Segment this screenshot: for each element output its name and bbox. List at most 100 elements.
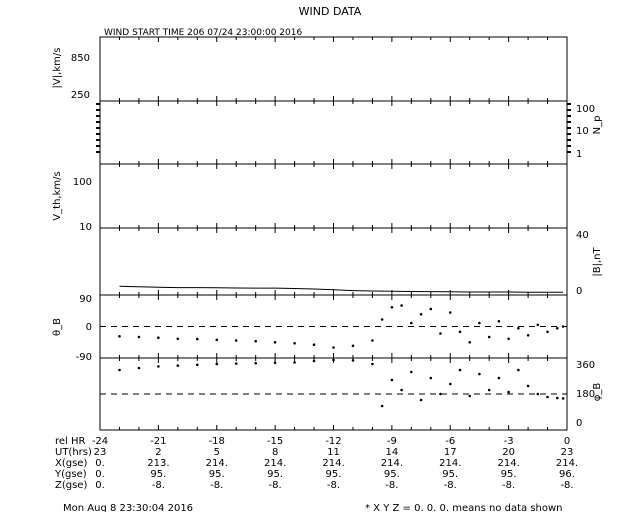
tick-density-10: 10 xyxy=(576,126,589,137)
x-table-x-gse-cell: 214. xyxy=(264,458,286,469)
x-table-y-gse-cell: 95. xyxy=(442,469,458,480)
x-table-rel-hr-cell: -9 xyxy=(387,436,397,447)
tick-density-100: 100 xyxy=(576,104,595,115)
x-table-rel-hr-cell: -18 xyxy=(209,436,225,447)
phi_b-point xyxy=(371,362,374,366)
bmag-series-line xyxy=(119,285,564,293)
x-table-x-gse-cell: 213. xyxy=(147,458,169,469)
panel-frame-2 xyxy=(99,163,568,229)
start-time-label: WIND START TIME 206 07/24 23:00:00 2016 xyxy=(104,28,302,38)
x-table-ut-cell: 20 xyxy=(502,447,515,458)
x-table-z-gse-cell: -8. xyxy=(444,480,457,491)
phi_b-point xyxy=(234,362,238,365)
theta_b-point xyxy=(254,339,257,343)
theta_b-point xyxy=(273,341,277,344)
x-table-z-gse-cell: -8. xyxy=(269,480,282,491)
theta_b-point xyxy=(419,313,423,316)
theta_b-point xyxy=(439,332,442,335)
x-axis-table: -24 -21 -18 -15 -12 -9 -6 -3 023 2 5 8 11 14 17 20 230. 2… xyxy=(92,436,578,491)
phi_b-point xyxy=(468,394,472,398)
x-gse-label: X(gse) xyxy=(55,458,87,469)
phi_b-point xyxy=(517,368,520,372)
x-table-y-gse-cell: 95. xyxy=(209,469,225,480)
x-table-rel-hr-cell: -24 xyxy=(92,436,108,447)
x-table-x-gse-cell: 214. xyxy=(497,458,519,469)
x-table-z-gse-cell: -8. xyxy=(327,480,340,491)
phi_b-point xyxy=(556,396,559,400)
theta_b-point xyxy=(215,338,219,342)
phi_b-point xyxy=(215,362,219,366)
theta_b-point xyxy=(497,320,501,323)
phi_b-point xyxy=(449,382,452,386)
x-table-x-gse-cell: 0. xyxy=(95,458,105,469)
theta_b-point xyxy=(468,341,472,344)
x-table-y-gse-cell: 95. xyxy=(384,469,400,480)
x-table-ut-cell: 14 xyxy=(386,447,399,458)
phi_b-point xyxy=(497,376,501,380)
x-table-ut-cell: 11 xyxy=(327,447,340,458)
x-table-z-gse-cell: 0. xyxy=(95,480,105,491)
x-table-z-gse-cell: -8. xyxy=(152,480,165,491)
x-table-ut-cell: 17 xyxy=(444,447,457,458)
x-table-y-gse-cell: 95. xyxy=(267,469,283,480)
x-table-y-gse-cell: 96. xyxy=(559,469,575,480)
phi_b-point xyxy=(536,392,540,396)
y-gse-label: Y(gse) xyxy=(54,469,87,480)
x-table-ut-cell: 5 xyxy=(214,447,220,458)
tick-velocity-250: 250 xyxy=(71,90,90,101)
tick-thermal-10: 10 xyxy=(79,222,92,233)
phi_b-point xyxy=(410,370,413,374)
panel-frame-3 xyxy=(99,227,568,296)
panel-ylabel-bmag: |B|,nT xyxy=(592,247,603,277)
theta_b-point xyxy=(332,346,335,349)
x-table-z-gse-cell: -8. xyxy=(210,480,223,491)
theta_b-point xyxy=(517,327,520,330)
phi_b-point xyxy=(390,378,394,382)
x-table-x-gse-cell: 214. xyxy=(556,458,578,469)
phi_b-point xyxy=(137,366,141,370)
phi_b-point xyxy=(196,363,199,367)
tick-theta-0: 0 xyxy=(86,322,92,333)
theta_b-point xyxy=(410,321,413,325)
tick-theta-minus90: -90 xyxy=(76,352,92,363)
panel-ylabel-velocity: |V|,km/s xyxy=(52,48,63,89)
theta_b-point xyxy=(546,330,549,334)
phi_b-point xyxy=(439,392,442,396)
phi_b-point xyxy=(332,358,335,362)
x-table-z-gse-cell: -8. xyxy=(560,480,573,491)
panel-frames xyxy=(96,36,571,431)
theta_b-point xyxy=(556,327,559,330)
theta_b-point xyxy=(312,343,316,347)
tick-density-1: 1 xyxy=(576,149,582,160)
phi_b-point xyxy=(176,364,180,367)
x-table-z-gse-cell: -8. xyxy=(385,480,398,491)
theta_b-point xyxy=(507,337,510,341)
phi_b-point xyxy=(293,361,296,364)
phi_b-point xyxy=(273,361,277,365)
x-table-ut-cell: 2 xyxy=(155,447,161,458)
tick-bmag-40: 40 xyxy=(576,230,589,241)
x-table-ut-cell: 23 xyxy=(94,447,107,458)
theta_b-point xyxy=(429,307,433,311)
phi_b-point xyxy=(254,361,257,365)
theta_b-point xyxy=(449,311,452,314)
panel-ylabel-theta: θ_B xyxy=(52,318,63,336)
x-table-rel-hr-cell: -6 xyxy=(445,436,455,447)
panel-frame-1 xyxy=(99,100,568,165)
tick-bmag-0: 0 xyxy=(576,286,582,297)
phi_b-point xyxy=(507,390,510,394)
phi_b-point xyxy=(526,384,530,388)
z-gse-label: Z(gse) xyxy=(55,480,87,491)
phi_b-point xyxy=(429,376,433,380)
theta_b-point xyxy=(390,306,394,309)
theta_b-point xyxy=(458,330,462,334)
phi_b-point xyxy=(351,359,355,362)
theta_b-point xyxy=(526,334,530,337)
x-table-y-gse-cell: 0. xyxy=(95,469,105,480)
x-table-y-gse-cell: 95. xyxy=(326,469,342,480)
chart-title: WIND DATA xyxy=(299,5,362,18)
phi_b-point xyxy=(419,398,423,402)
x-table-y-gse-cell: 95. xyxy=(150,469,166,480)
theta_b-point xyxy=(487,335,491,339)
tick-thermal-100: 100 xyxy=(73,177,92,188)
